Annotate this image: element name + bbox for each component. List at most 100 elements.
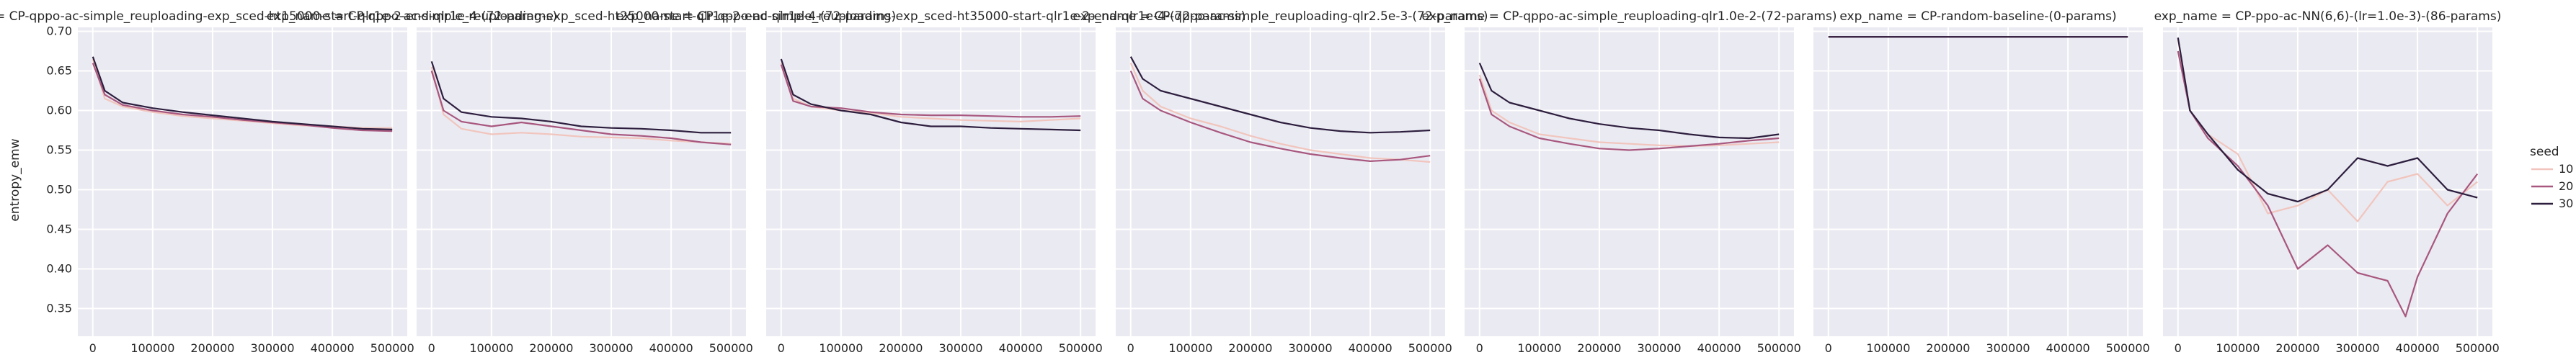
x-tick-label: 400000 [999, 341, 1043, 355]
x-tick-label: 400000 [311, 341, 355, 355]
x-tick-label: 200000 [1926, 341, 1970, 355]
x-tick-label: 0 [778, 341, 785, 355]
x-tick-label: 100000 [130, 341, 174, 355]
panel-title: exp_name = CP-random-baseline-(0-params) [1839, 9, 2116, 24]
panel-background [78, 27, 407, 336]
panels-group: 0.35 0.40 0.45 0.50 0.55 0.60 0.65 0.70 0 100000 2… [0, 9, 2501, 360]
x-tick-label: 300000 [590, 341, 634, 355]
x-tick-label: 0 [1476, 341, 1483, 355]
x-tick-label: 400000 [649, 341, 693, 355]
series-line-seed-10 [1129, 63, 1431, 163]
series-line-seed-20 [1478, 78, 1780, 151]
panel-title: exp_name = CP-ppo-ac-NN(6,6)-(lr=1.0e-3)… [2154, 9, 2502, 24]
panel-1: 0.35 0.40 0.45 0.50 0.55 0.60 0.65 0.70 0 100000 2… [0, 9, 557, 360]
panel-background [2163, 27, 2492, 336]
x-tick-label: 500000 [2456, 341, 2500, 355]
panel-background [766, 27, 1096, 336]
x-axis-label: global_step [546, 359, 616, 360]
panel-background [1116, 27, 1445, 336]
x-axis-label: global_step [896, 359, 966, 360]
x-tick-label: 300000 [2336, 341, 2380, 355]
x-tick-label: 200000 [529, 341, 573, 355]
x-tick-label: 200000 [1577, 341, 1621, 355]
x-tick-label: 200000 [190, 341, 234, 355]
panel-background [417, 27, 746, 336]
x-axis-label: global_step [1594, 359, 1664, 360]
y-tick-label: 0.70 [46, 24, 72, 38]
x-tick-label: 500000 [370, 341, 414, 355]
x-tick-label: 500000 [709, 341, 753, 355]
x-tick-label: 300000 [1986, 341, 2030, 355]
series-line-seed-20 [780, 64, 1081, 118]
x-tick-label: 100000 [469, 341, 513, 355]
x-tick-label: 0 [428, 341, 435, 355]
panel-6: 0 100000 200000 300000 400000 500000 global_st… [1813, 9, 2150, 360]
panel-background [1465, 27, 1794, 336]
y-tick-label: 0.60 [46, 104, 72, 117]
x-tick-label: 0 [1825, 341, 1832, 355]
x-tick-label: 100000 [1168, 341, 1212, 355]
x-tick-label: 200000 [879, 341, 923, 355]
series-line-seed-20 [430, 71, 732, 145]
x-axis-label: global_step [2293, 359, 2363, 360]
series-line-seed-10 [1478, 74, 1780, 148]
y-axis-label-group: entropy_emw [8, 138, 22, 221]
x-tick-label: 100000 [1517, 341, 1561, 355]
y-tick-label: 0.55 [46, 143, 72, 157]
x-tick-label: 300000 [251, 341, 295, 355]
panel-7: 0 100000 200000 300000 400000 500000 global_st… [2154, 9, 2502, 360]
panel-4: 0 100000 200000 300000 400000 500000 global_st… [1073, 9, 1488, 360]
y-tick-label: 0.35 [46, 302, 72, 315]
panel-3: 0 100000 200000 300000 400000 500000 global_st… [616, 9, 1245, 360]
series-line-seed-30 [780, 58, 1081, 132]
legend-title: seed [2530, 145, 2559, 159]
x-tick-label: 500000 [2106, 341, 2150, 355]
x-tick-label: 0 [2175, 341, 2182, 355]
y-axis-label: entropy_emw [8, 138, 22, 221]
x-tick-label: 400000 [2396, 341, 2440, 355]
x-tick-label: 0 [89, 341, 97, 355]
series-line-seed-10 [430, 66, 732, 145]
x-tick-label: 500000 [1757, 341, 1801, 355]
panel-title: exp_name = CP-qppo-ac-simple_reuploading… [1422, 9, 1837, 24]
x-tick-label: 200000 [1228, 341, 1272, 355]
x-tick-label: 300000 [939, 341, 983, 355]
series-line-seed-30 [430, 60, 732, 134]
x-tick-label: 100000 [2216, 341, 2260, 355]
legend-label-seed-30: 30 [2559, 197, 2573, 210]
series-line-seed-20 [92, 63, 393, 132]
panel-2: 0 100000 200000 300000 400000 500000 global_st… [267, 9, 896, 360]
panel-title: exp_name = CP-qppo-ac-simple_reuploading… [267, 9, 896, 24]
legend-label-seed-10: 10 [2559, 162, 2573, 176]
series-line-seed-30 [2177, 37, 2478, 203]
series-line-seed-30 [92, 56, 393, 130]
x-tick-label: 100000 [1866, 341, 1910, 355]
y-tick-label: 0.65 [46, 64, 72, 78]
x-tick-label: 100000 [819, 341, 863, 355]
x-tick-label: 500000 [1408, 341, 1452, 355]
panel-background [1813, 27, 2143, 336]
legend: seed 10 20 30 [2530, 145, 2573, 210]
y-tick-label: 0.45 [46, 222, 72, 236]
x-tick-label: 300000 [1289, 341, 1333, 355]
y-tick-label: 0.40 [46, 262, 72, 276]
x-tick-label: 400000 [1697, 341, 1741, 355]
panel-5: 0 100000 200000 300000 400000 500000 global_st… [1422, 9, 1837, 360]
x-tick-label: 400000 [1349, 341, 1393, 355]
x-axis-label: global_step [1245, 359, 1315, 360]
panel-title: exp_name = CP-qppo-ac-simple_reuploading… [616, 9, 1245, 24]
y-tick-label: 0.50 [46, 183, 72, 197]
x-tick-label: 300000 [1638, 341, 1682, 355]
x-axis-label: global_step [208, 359, 277, 360]
x-tick-label: 500000 [1059, 341, 1103, 355]
x-tick-label: 200000 [2275, 341, 2319, 355]
x-axis-label: global_step [1943, 359, 2013, 360]
x-tick-label: 400000 [2046, 341, 2090, 355]
panel-title: exp_name = CP-qppo-ac-simple_reuploading… [0, 9, 557, 24]
series-line-seed-20 [1129, 71, 1431, 162]
x-tick-label: 0 [1127, 341, 1134, 355]
series-line-seed-20 [2177, 50, 2479, 318]
legend-label-seed-20: 20 [2559, 179, 2573, 193]
panel-title: exp_name = CP-qppo-ac-simple_reuploading… [1073, 9, 1488, 24]
